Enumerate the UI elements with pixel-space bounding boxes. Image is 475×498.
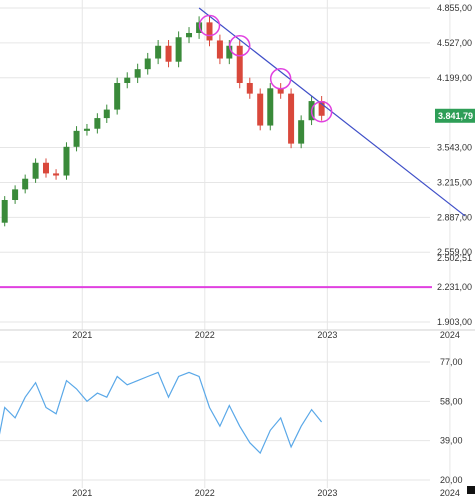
- candle-body: [226, 45, 233, 59]
- candle-body: [53, 173, 60, 176]
- main-ytick-label: 2.559,00: [437, 247, 472, 257]
- candle-body: [73, 130, 80, 147]
- corner-marker: [467, 486, 475, 494]
- candle-body: [175, 37, 182, 62]
- main-xtick-label: 2021: [72, 330, 92, 340]
- main-ytick-label: 3.543,00: [437, 143, 472, 153]
- candle-body: [94, 118, 101, 129]
- candle-body: [83, 128, 90, 131]
- candle-body: [236, 45, 243, 83]
- last-price-label: 3.841,79: [438, 111, 473, 121]
- main-ytick-label: 3.215,00: [437, 177, 472, 187]
- ind-ytick-label: 58,00: [440, 396, 463, 406]
- candle-body: [186, 32, 193, 38]
- main-ytick-label: 2.502,51: [437, 253, 472, 263]
- candle-body: [267, 88, 274, 126]
- candle-body: [12, 189, 19, 200]
- candle-body: [124, 77, 131, 83]
- candle-body: [257, 93, 264, 126]
- ind-ytick-label: 20,00: [440, 475, 463, 485]
- candle-body: [206, 22, 213, 41]
- ind-ytick-label: 39,00: [440, 436, 463, 446]
- main-ytick-label: 2.887,00: [437, 212, 472, 222]
- ind-xtick-label: 2024: [440, 488, 460, 498]
- candle-body: [318, 101, 325, 116]
- main-xtick-label: 2024: [440, 330, 460, 340]
- candle-body: [165, 45, 172, 62]
- candle-body: [298, 120, 305, 144]
- candle-body: [22, 178, 29, 190]
- main-ytick-label: 4.855,00: [437, 3, 472, 13]
- ind-xtick-label: 2023: [317, 488, 337, 498]
- candle-body: [277, 88, 284, 94]
- main-xtick-label: 2023: [317, 330, 337, 340]
- indicator-line: [0, 371, 323, 455]
- candle-body: [288, 93, 295, 144]
- candle-body: [42, 162, 49, 174]
- last-price-badge: [435, 108, 475, 123]
- candle-body: [114, 82, 121, 110]
- candle-body: [103, 109, 110, 119]
- main-ytick-label: 2.231,00: [437, 282, 472, 292]
- highlight-circle-1: [228, 35, 251, 57]
- candle-body: [134, 69, 141, 78]
- candle-body: [155, 45, 162, 59]
- main-ytick-label: 4.199,00: [437, 73, 472, 83]
- candle-body: [63, 146, 70, 176]
- candle-body: [32, 162, 39, 179]
- candle-body: [144, 58, 151, 70]
- ind-ytick-label: 77,00: [440, 357, 463, 367]
- candle-body: [216, 40, 223, 59]
- main-ytick-label: 4.527,00: [437, 38, 472, 48]
- candle-body: [1, 199, 8, 223]
- highlight-circle-2: [269, 67, 292, 90]
- ind-xtick-label: 2021: [72, 488, 92, 498]
- candle-body: [246, 82, 253, 94]
- ind-xtick-label: 2022: [195, 488, 215, 498]
- main-ytick-label: 1.903,00: [437, 317, 472, 327]
- highlight-circle-3: [310, 100, 333, 123]
- highlight-circle-0: [198, 14, 221, 37]
- main-xtick-label: 2022: [195, 330, 215, 340]
